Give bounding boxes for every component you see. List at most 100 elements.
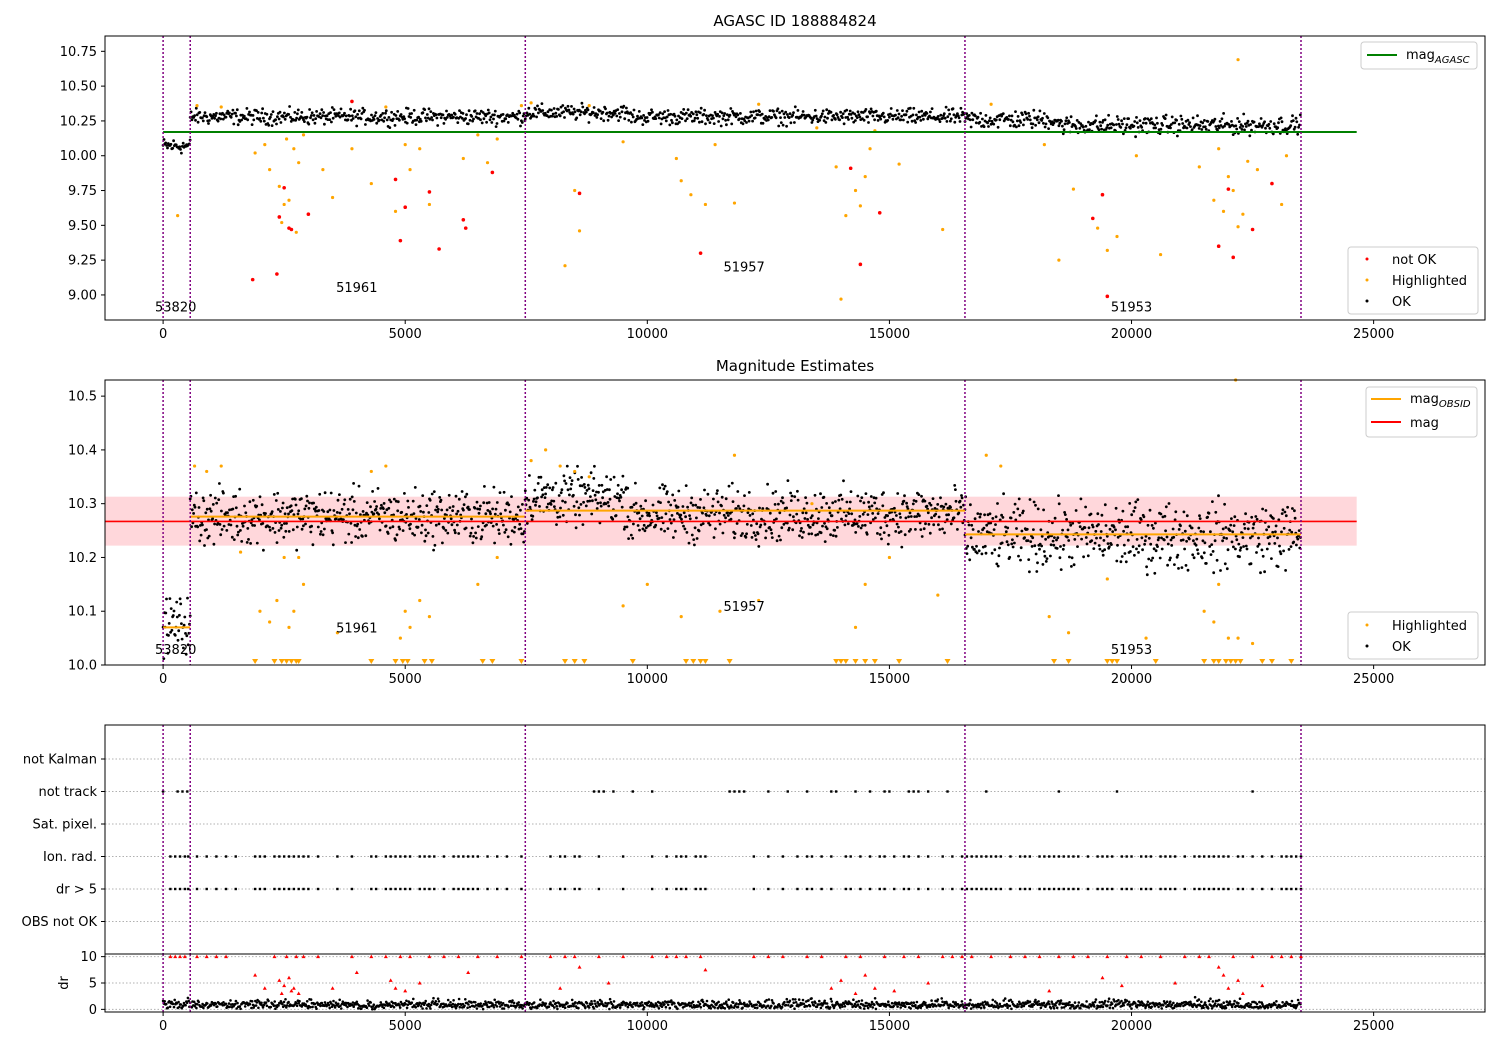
flag-point [859,887,862,891]
ok-point [1122,117,1126,120]
ok-point [879,117,883,121]
ok-point [903,533,907,537]
ok-point [1191,116,1195,120]
ok-point [693,116,697,120]
ok-point [895,514,898,517]
flag-point [752,887,756,891]
highlighted-out-of-range-marker [252,659,259,664]
flag-point [965,887,969,891]
ok-point [1223,124,1226,128]
highlighted-point [941,227,945,232]
ok-point [493,109,497,113]
ok-point [1000,513,1003,517]
flag-point [893,855,896,858]
ok-point [724,118,727,122]
ok-point [1004,525,1007,529]
flag-point [926,790,930,793]
ok-point [440,508,444,512]
flag-point [699,855,702,858]
ok-point [814,533,818,537]
ok-point [485,501,489,505]
ok-point [821,109,825,113]
ok-point [1036,507,1040,511]
dr-point [328,1006,332,1010]
ok-point [796,498,800,502]
ok-point [690,533,694,537]
ok-point [1244,125,1248,128]
ok-point [994,118,998,122]
ok-point [1289,545,1293,548]
ok-point [207,518,210,522]
ok-point [1219,569,1222,572]
ok-point [594,498,598,502]
ok-point [754,538,758,541]
ok-point [909,515,913,518]
dr-point [699,1006,703,1009]
ok-point [593,464,596,468]
ok-point [495,501,499,504]
dr-point [930,999,933,1002]
ok-point [445,109,448,113]
ok-point [659,122,663,126]
highlighted-point [1236,636,1240,640]
ok-point [1006,526,1010,530]
ok-point [785,521,789,525]
flag-point [302,887,305,891]
ok-point [1213,117,1217,121]
ok-point [692,119,696,123]
ok-point [1206,515,1209,519]
ok-point [451,509,454,512]
ok-point [584,492,587,495]
ok-point [1162,538,1166,542]
legend-lines: magOBSID mag [1365,386,1478,438]
ok-point [178,597,182,601]
dr-point [1107,1000,1110,1003]
ok-point [1079,122,1083,125]
flag-point [278,887,281,891]
ok-point [432,548,435,552]
ok-point [958,120,962,123]
ok-point [971,545,974,549]
ok-point [845,108,849,112]
dr-point [1017,1005,1020,1008]
ok-point [898,512,902,516]
flag-point [1173,887,1177,891]
ok-point [581,523,585,526]
ok-point [937,523,940,527]
ok-point [791,113,795,117]
ok-point [599,501,602,505]
dr-point [384,1004,387,1007]
ok-point [589,471,593,475]
ok-point [185,634,189,638]
flag-point [558,855,562,858]
dr-point [173,998,176,1002]
dr-point [360,1007,363,1010]
ok-point [1146,523,1150,527]
ok-point [1297,125,1300,129]
ok-point [669,521,673,525]
ok-point [201,523,204,527]
ok-point [539,475,543,479]
ok-point [886,119,890,122]
ok-point [1119,560,1123,564]
ok-point [1201,539,1205,543]
highlighted-point [1284,154,1289,158]
ok-point [602,119,606,123]
ok-point [561,513,565,517]
ok-point [288,105,291,108]
ok-point [504,508,507,512]
dr-point [166,1006,170,1009]
ok-point [988,512,992,516]
ok-point [211,517,215,521]
ok-point [630,505,634,509]
dr-point [841,1005,844,1008]
ok-point [976,115,980,119]
dr-point [528,1001,531,1005]
ok-point [172,609,176,613]
ok-point [277,529,281,532]
ok-point [1034,123,1037,127]
flag-point [1251,855,1254,858]
dr-point [661,1001,665,1004]
ok-point [222,491,225,495]
